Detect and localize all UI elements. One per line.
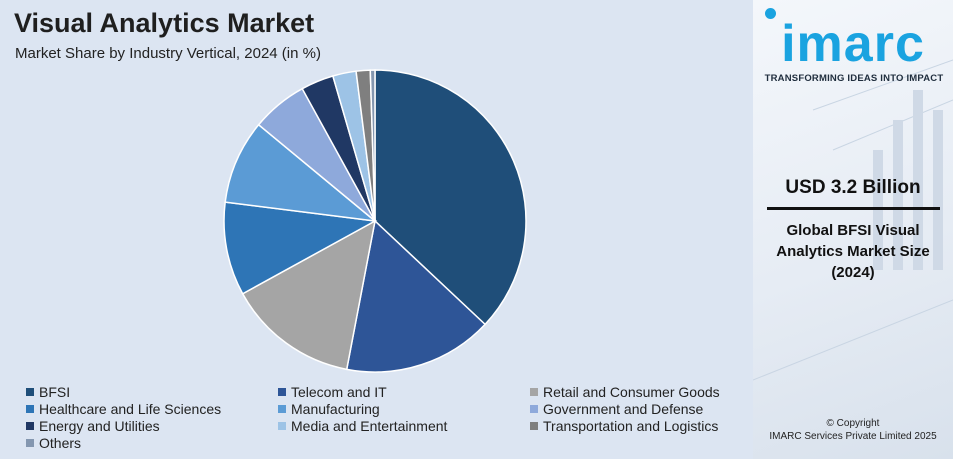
chart-legend: BFSI Telecom and IT Retail and Consumer Go… xyxy=(26,383,760,451)
legend-label: Government and Defense xyxy=(543,400,704,417)
legend-label: Media and Entertainment xyxy=(291,417,448,434)
pie-slice-healthcare-and-life-sciences xyxy=(223,201,378,295)
pie-slice-others xyxy=(369,69,376,222)
pie-slice-manufacturing xyxy=(224,123,378,223)
copyright: © Copyright IMARC Services Private Limit… xyxy=(753,417,953,443)
legend-swatch xyxy=(26,404,34,413)
stat-divider xyxy=(767,207,940,210)
chart-panel: Visual Analytics Market Market Share by … xyxy=(14,8,720,451)
legend-swatch xyxy=(26,387,34,396)
legend-swatch xyxy=(278,404,286,413)
legend-item: Manufacturing xyxy=(278,400,530,417)
legend-label: Transportation and Logistics xyxy=(543,417,719,434)
legend-item: BFSI xyxy=(26,383,278,400)
legend-item: Media and Entertainment xyxy=(278,417,530,434)
legend-label: Telecom and IT xyxy=(291,383,387,400)
legend-swatch xyxy=(530,404,538,413)
legend-item: Others xyxy=(26,434,278,451)
pie-slice-bfsi xyxy=(374,69,527,326)
legend-item: Energy and Utilities xyxy=(26,417,278,434)
copyright-line-1: © Copyright xyxy=(826,418,880,429)
legend-swatch xyxy=(278,421,286,430)
legend-label: Healthcare and Life Sciences xyxy=(39,400,222,417)
pie-slice-telecom-and-it xyxy=(345,219,487,373)
legend-swatch xyxy=(530,421,538,430)
legend-swatch xyxy=(530,387,538,396)
legend-item: Government and Defense xyxy=(530,400,760,417)
info-sidebar: imarc TRANSFORMING IDEAS INTO IMPACT USD… xyxy=(753,0,953,459)
legend-swatch xyxy=(26,438,34,447)
legend-label: Energy and Utilities xyxy=(39,417,160,434)
legend-item: Transportation and Logistics xyxy=(530,417,760,434)
legend-swatch xyxy=(278,387,286,396)
legend-label: BFSI xyxy=(39,383,71,400)
legend-swatch xyxy=(26,421,34,430)
pie-chart xyxy=(223,69,527,373)
logo-tagline: TRANSFORMING IDEAS INTO IMPACT xyxy=(764,73,944,84)
market-size-description: Global BFSI Visual Analytics Market Size… xyxy=(776,222,930,281)
legend-label: Others xyxy=(39,434,82,451)
logo-dot xyxy=(765,8,776,19)
legend-item: Telecom and IT xyxy=(278,383,530,400)
copyright-line-2: IMARC Services Private Limited 2025 xyxy=(769,431,937,442)
chart-subtitle: Market Share by Industry Vertical, 2024 … xyxy=(15,45,321,62)
market-size-value: USD 3.2 Billion xyxy=(785,177,921,198)
legend-label: Manufacturing xyxy=(291,400,380,417)
imarc-logo: imarc xyxy=(781,15,925,73)
legend-item: Healthcare and Life Sciences xyxy=(26,400,278,417)
legend-label: Retail and Consumer Goods xyxy=(543,383,720,400)
chart-title: Visual Analytics Market xyxy=(14,8,315,38)
pie-slice-retail-and-consumer-goods xyxy=(241,219,377,371)
legend-item: Retail and Consumer Goods xyxy=(530,383,760,400)
background-chart-decoration xyxy=(753,59,953,381)
